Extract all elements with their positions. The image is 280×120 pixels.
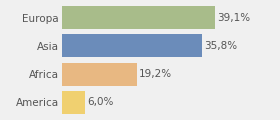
Text: 19,2%: 19,2% — [139, 69, 172, 79]
Bar — [62, 6, 215, 29]
Bar — [62, 63, 137, 86]
Text: 35,8%: 35,8% — [204, 41, 237, 51]
Bar — [62, 91, 85, 114]
Text: 39,1%: 39,1% — [217, 13, 250, 23]
Text: 6,0%: 6,0% — [87, 97, 113, 107]
Bar — [62, 34, 202, 57]
